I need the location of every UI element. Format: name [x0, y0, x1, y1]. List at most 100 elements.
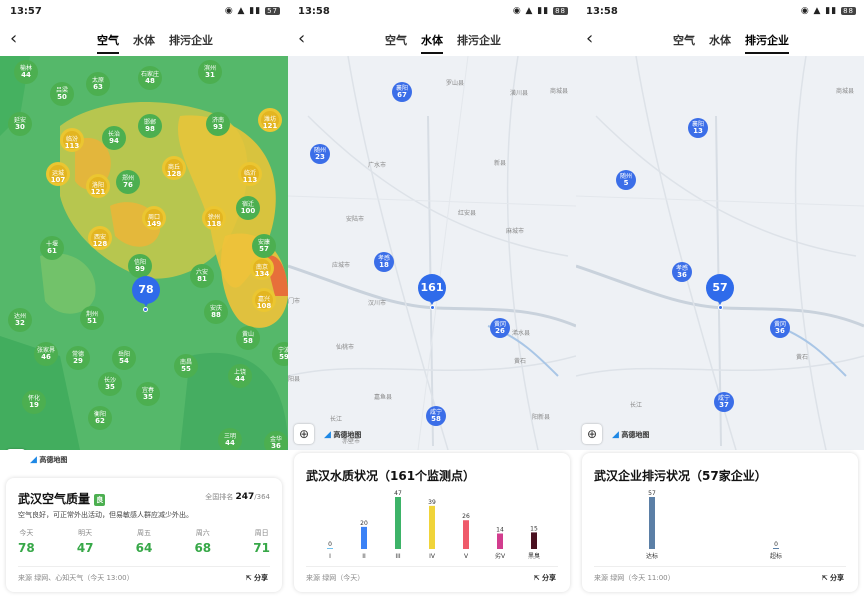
city-marker-name: 南京 — [255, 264, 268, 271]
city-marker[interactable]: 宿迁 100 — [236, 196, 260, 220]
city-marker[interactable]: 临沂 113 — [238, 162, 262, 186]
city-marker[interactable]: 临汾 113 — [60, 128, 84, 152]
city-marker[interactable]: 郑州 76 — [116, 170, 140, 194]
tab-water[interactable]: 水体 — [421, 32, 443, 54]
city-marker[interactable]: 金华 36 — [264, 431, 288, 450]
city-marker-value: 121 — [262, 122, 278, 130]
city-marker[interactable]: 洛阳 121 — [86, 174, 110, 198]
city-marker[interactable]: 六安 81 — [190, 264, 214, 288]
city-marker[interactable]: 石家庄 48 — [138, 66, 162, 90]
air-map[interactable]: 榆林 44 太原 63 石家庄 48 滨州 31 吕梁 50 延安 30 临汾 113 长治 94 邯郸 98 济南… — [0, 56, 288, 450]
air-panel: 13:57 ◉ ▲ ▮▮ 57 ‹ 空气 水体 排污企业 榆林 44 太原 63 石家庄… — [0, 0, 288, 596]
city-marker[interactable]: 咸宁 58 — [426, 406, 446, 426]
city-marker[interactable]: 嘉兴 108 — [252, 288, 276, 312]
city-marker[interactable]: 长沙 35 — [98, 372, 122, 396]
city-marker[interactable]: 十堰 61 — [40, 236, 64, 260]
city-marker[interactable]: 随州 23 — [310, 144, 330, 164]
tab-water[interactable]: 水体 — [709, 34, 731, 47]
city-marker[interactable]: 黄冈 26 — [490, 318, 510, 338]
city-marker-value: 23 — [315, 153, 325, 161]
city-marker[interactable]: 太原 63 — [86, 72, 110, 96]
city-marker[interactable]: 济南 93 — [206, 112, 230, 136]
city-marker[interactable]: 潍坊 121 — [258, 108, 282, 132]
back-arrow-icon[interactable]: ‹ — [586, 28, 594, 49]
city-marker[interactable]: 信阳 99 — [128, 254, 152, 278]
city-marker[interactable]: 上饶 44 — [228, 364, 252, 388]
city-marker[interactable]: 张家界 46 — [34, 342, 58, 366]
city-marker[interactable]: 安庆 88 — [204, 300, 228, 324]
card-divider — [18, 566, 270, 567]
current-city-aqi-pin[interactable]: 78 — [132, 276, 160, 307]
city-marker[interactable]: 南京 134 — [250, 256, 274, 280]
tab-water[interactable]: 水体 — [133, 34, 155, 47]
city-marker[interactable]: 岳阳 54 — [112, 346, 136, 370]
chart-bar — [649, 497, 655, 549]
share-button[interactable]: ⇱ 分享 — [822, 573, 844, 583]
city-marker[interactable]: 南昌 55 — [174, 354, 198, 378]
locate-button[interactable]: ⊕ — [582, 424, 602, 444]
city-marker[interactable]: 运城 107 — [46, 162, 70, 186]
city-marker[interactable]: 吕梁 50 — [50, 82, 74, 106]
tab-enterprise[interactable]: 排污企业 — [457, 34, 501, 47]
city-marker[interactable]: 宜春 35 — [136, 382, 160, 406]
current-city-enterprise-pin[interactable]: 57 — [706, 274, 734, 305]
crosshair-icon: ⊕ — [298, 427, 310, 441]
tab-air[interactable]: 空气 — [673, 34, 695, 47]
city-marker[interactable]: 黄冈 36 — [770, 318, 790, 338]
location-dot — [143, 307, 148, 312]
tab-air[interactable]: 空气 — [385, 34, 407, 47]
share-button[interactable]: ⇱ 分享 — [246, 573, 268, 583]
location-dot — [430, 305, 435, 310]
city-marker[interactable]: 三明 44 — [218, 428, 242, 450]
city-marker-name: 长沙 — [103, 377, 116, 384]
city-marker[interactable]: 周口 149 — [142, 206, 166, 230]
city-marker[interactable]: 邯郸 98 — [138, 114, 162, 138]
road-network — [576, 56, 864, 450]
tab-enterprise[interactable]: 排污企业 — [745, 32, 789, 54]
city-marker[interactable]: 延安 30 — [8, 112, 32, 136]
city-marker-value: 50 — [57, 93, 67, 101]
city-marker[interactable]: 安康 57 — [252, 234, 276, 258]
city-marker[interactable]: 怀化 19 — [22, 390, 46, 414]
city-marker[interactable]: 咸宁 37 — [714, 392, 734, 412]
battery-icon: 88 — [841, 7, 856, 15]
city-marker[interactable]: 商丘 128 — [162, 156, 186, 180]
tab-air[interactable]: 空气 — [97, 32, 119, 54]
back-arrow-icon[interactable]: ‹ — [10, 28, 18, 49]
city-marker[interactable]: 襄阳 13 — [688, 118, 708, 138]
map-place-label: 商城县 — [836, 88, 855, 95]
city-marker[interactable]: 达州 32 — [8, 308, 32, 332]
air-card-title: 武汉空气质量 良 — [18, 490, 106, 507]
locate-button[interactable]: ⊕ — [294, 424, 314, 444]
city-marker[interactable]: 滨州 31 — [198, 60, 222, 84]
enterprise-map[interactable]: 商城县 长江 黄石 襄阳 13 随州 5 孝感 36 黄冈 36 咸宁 37 57 ⊕ ◢ 高德地图 — [576, 56, 864, 450]
city-marker[interactable]: 孝感 36 — [672, 262, 692, 282]
city-marker-name: 济南 — [211, 117, 224, 124]
city-marker[interactable]: 衡阳 62 — [88, 406, 112, 430]
water-panel: 13:58 ◉ ▲ ▮▮ 88 ‹ 空气 水体 排污企业 罗山县 潢川县 新县 麻城市… — [288, 0, 576, 596]
locate-button[interactable]: ⊕ — [6, 449, 26, 450]
city-marker-name: 黄冈 — [773, 321, 786, 328]
road-network — [288, 56, 576, 450]
city-marker[interactable]: 随州 5 — [616, 170, 636, 190]
current-city-water-pin[interactable]: 161 — [418, 274, 446, 305]
city-marker[interactable]: 襄阳 67 — [392, 82, 412, 102]
city-marker[interactable]: 孝感 18 — [374, 252, 394, 272]
city-marker[interactable]: 长治 94 — [102, 126, 126, 150]
city-marker[interactable]: 榆林 44 — [14, 60, 38, 84]
city-marker-name: 西安 — [93, 234, 106, 241]
forecast-day-label: 今天 — [19, 529, 34, 537]
water-map[interactable]: 罗山县 潢川县 新县 麻城市 红安县 广水市 安陆市 应城市 汉川市 仙桃市 嘉鱼县 赤壁市 阳新县 浠水… — [288, 56, 576, 450]
city-marker[interactable]: 黄山 58 — [236, 326, 260, 350]
back-arrow-icon[interactable]: ‹ — [298, 28, 306, 49]
share-button[interactable]: ⇱ 分享 — [534, 573, 556, 583]
status-icons: ◉ ▲ ▮▮ 88 — [800, 6, 856, 16]
tab-enterprise[interactable]: 排污企业 — [169, 34, 213, 47]
city-marker[interactable]: 常德 29 — [66, 346, 90, 370]
city-marker[interactable]: 徐州 118 — [202, 206, 226, 230]
city-marker[interactable]: 西安 128 — [88, 226, 112, 250]
city-marker-name: 金华 — [269, 436, 282, 443]
map-place-label: 汉川市 — [368, 300, 387, 307]
city-marker[interactable]: 荆州 51 — [80, 306, 104, 330]
city-marker[interactable]: 宁波 59 — [272, 342, 288, 366]
